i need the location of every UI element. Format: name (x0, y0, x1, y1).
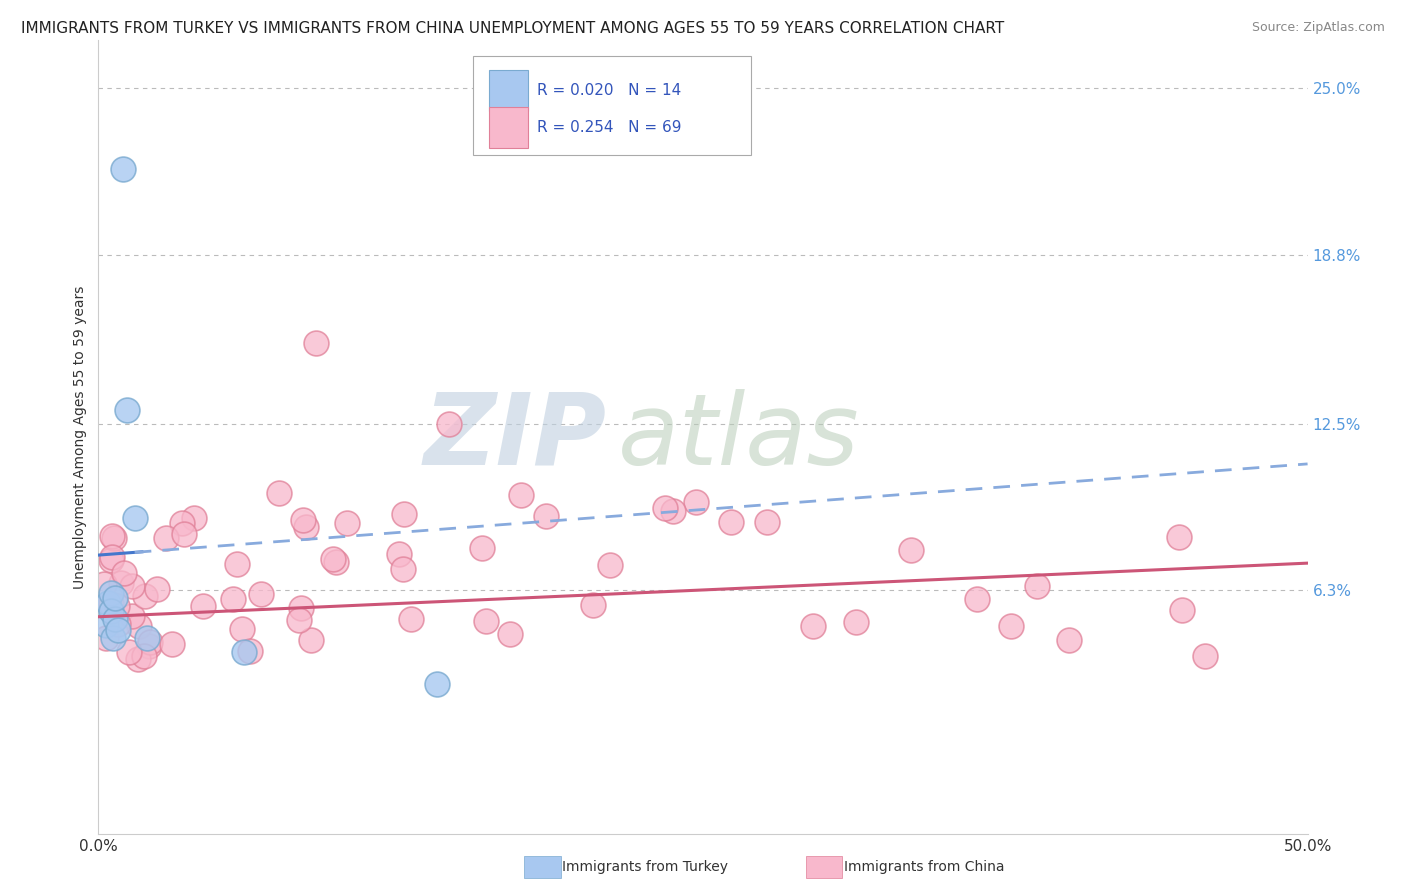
Point (138, 640, 160, 654)
Point (124, 510, 146, 524)
Point (104, 612, 127, 626)
Point (388, 547, 411, 561)
Point (966, 591, 988, 606)
Point (292, 513, 315, 527)
Point (100, 604, 122, 618)
FancyBboxPatch shape (489, 107, 527, 148)
Point (685, 495, 707, 509)
Point (104, 591, 127, 605)
Point (107, 623, 129, 637)
Point (1057, 633, 1080, 648)
Point (93, 576, 115, 591)
Text: Immigrants from China: Immigrants from China (844, 860, 1004, 874)
Point (239, 644, 262, 658)
Point (845, 615, 868, 629)
Point (322, 551, 344, 566)
Point (155, 531, 177, 545)
Text: IMMIGRANTS FROM TURKEY VS IMMIGRANTS FROM CHINA UNEMPLOYMENT AMONG AGES 55 TO 59: IMMIGRANTS FROM TURKEY VS IMMIGRANTS FRO… (21, 21, 1004, 36)
Point (100, 585, 122, 599)
Point (103, 531, 125, 545)
Point (139, 635, 162, 649)
Point (105, 599, 128, 613)
Point (232, 645, 254, 659)
Point (1194, 648, 1216, 663)
Point (510, 488, 533, 502)
Point (107, 617, 129, 632)
Point (1171, 603, 1194, 617)
Point (127, 652, 149, 666)
Point (170, 516, 193, 530)
Point (101, 528, 124, 542)
Point (295, 520, 318, 534)
Point (720, 516, 742, 530)
Point (94, 632, 117, 646)
Point (305, 336, 328, 351)
Point (110, 576, 132, 591)
Point (94, 617, 117, 632)
Point (267, 486, 290, 500)
FancyBboxPatch shape (489, 70, 527, 111)
Point (134, 589, 156, 603)
Point (1000, 619, 1022, 633)
Point (222, 592, 245, 607)
Point (534, 508, 557, 523)
Text: Immigrants from Turkey: Immigrants from Turkey (562, 860, 728, 874)
Point (128, 619, 150, 633)
Point (299, 632, 322, 647)
Point (135, 632, 157, 646)
Text: R = 0.254   N = 69: R = 0.254 N = 69 (537, 120, 682, 135)
Text: atlas: atlas (619, 389, 860, 485)
Point (287, 613, 309, 627)
Point (183, 511, 205, 525)
Point (471, 541, 494, 555)
Point (112, 566, 135, 581)
Point (599, 558, 621, 572)
Point (437, 417, 460, 431)
Point (391, 562, 413, 576)
Text: R = 0.020   N = 14: R = 0.020 N = 14 (537, 83, 682, 97)
FancyBboxPatch shape (474, 56, 751, 155)
Point (121, 579, 143, 593)
Text: ZIP: ZIP (423, 389, 606, 485)
Point (1168, 530, 1191, 544)
Point (654, 501, 676, 516)
Point (1026, 579, 1049, 593)
Point (160, 637, 183, 651)
Point (336, 516, 359, 531)
Point (173, 527, 195, 541)
Text: Source: ZipAtlas.com: Source: ZipAtlas.com (1251, 21, 1385, 34)
Point (499, 627, 522, 641)
Point (146, 582, 169, 596)
Point (290, 601, 312, 615)
Point (101, 632, 124, 646)
Point (117, 645, 139, 659)
Point (801, 618, 824, 632)
Point (101, 549, 124, 564)
Point (755, 515, 778, 529)
Point (325, 555, 347, 569)
Point (111, 161, 134, 176)
Point (100, 553, 122, 567)
Point (392, 507, 415, 521)
Point (401, 612, 423, 626)
Point (661, 504, 683, 518)
Point (100, 597, 122, 611)
Point (121, 608, 143, 623)
Point (97, 596, 120, 610)
Point (249, 587, 271, 601)
Point (226, 558, 249, 572)
Point (231, 622, 253, 636)
Point (426, 677, 449, 691)
Y-axis label: Unemployment Among Ages 55 to 59 years: Unemployment Among Ages 55 to 59 years (73, 285, 87, 589)
Point (132, 649, 155, 664)
Point (191, 599, 214, 614)
Point (900, 542, 922, 557)
Point (474, 614, 496, 628)
Point (117, 403, 139, 417)
Point (582, 598, 605, 612)
